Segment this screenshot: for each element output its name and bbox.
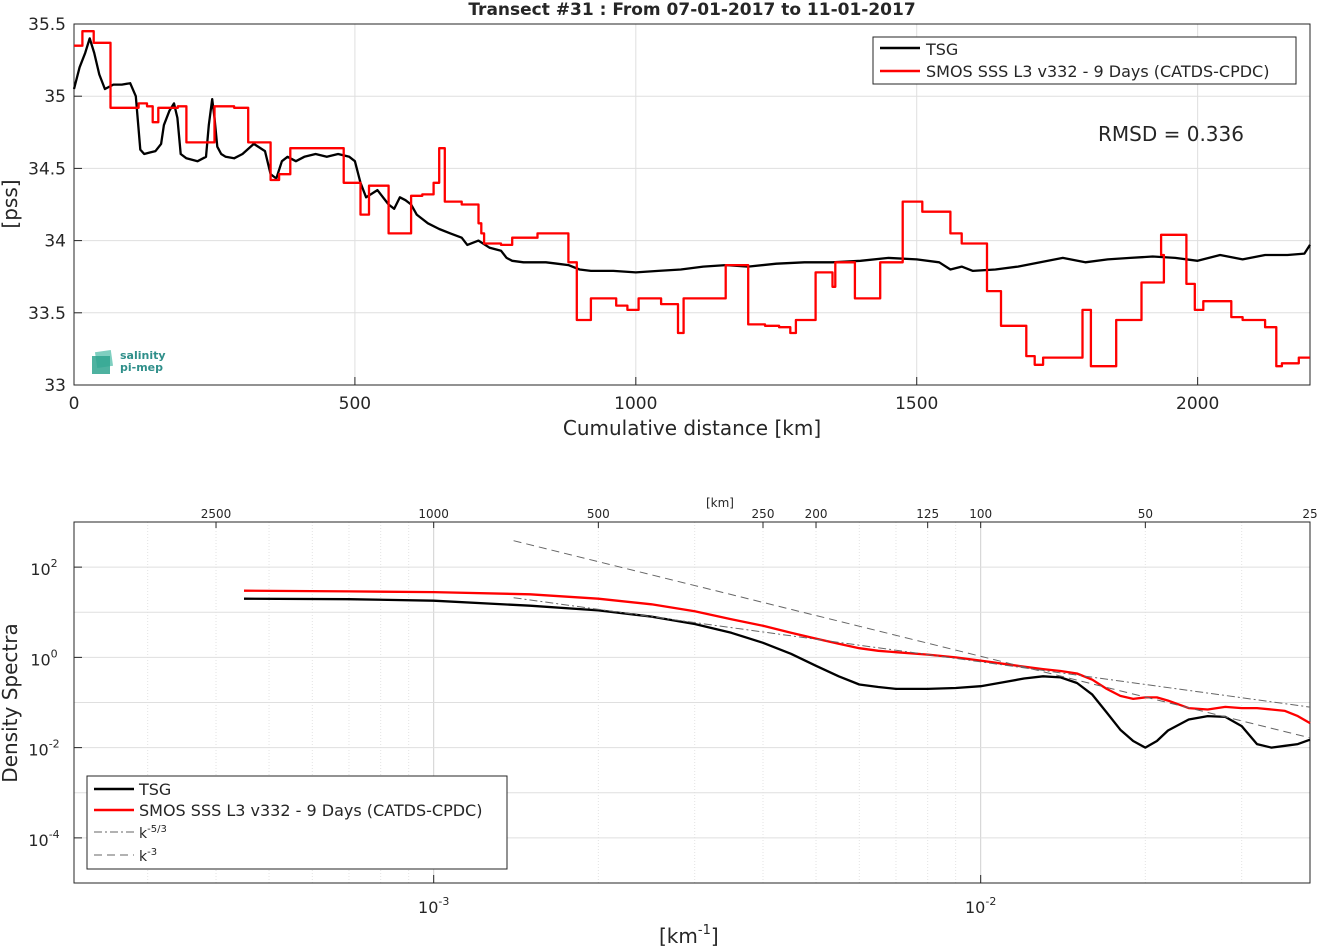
bottom-y-axis-label: Density Spectra (0, 623, 22, 782)
top-y-tick-label: 34.5 (28, 159, 66, 179)
top-x-tick-label: 500 (339, 394, 371, 414)
logo-icon-front (92, 356, 110, 374)
top-series-group (72, 30, 1311, 368)
bottom-y-tick-label: 102 (30, 557, 57, 579)
bottom-x-tick-label: 10-3 (418, 895, 449, 917)
tsg-spectrum-line (243, 597, 1311, 749)
tsg-series-line (72, 37, 1311, 274)
logo-line1: salinity (120, 349, 166, 362)
bottom-x-axis-label: [km-1] (659, 923, 719, 948)
svg-text:[km-1]: [km-1] (659, 923, 719, 948)
smos-series-line (74, 30, 1310, 368)
bottom-top-tick-label: 250 (752, 507, 775, 521)
chart-title: Transect #31 : From 07-01-2017 to 11-01-… (468, 0, 915, 20)
legend-label-tsg: TSG (925, 40, 958, 59)
bottom-top-tick-label: 50 (1138, 507, 1153, 521)
bottom-top-tick-label: 25 (1302, 507, 1317, 521)
top-chart: Transect #31 : From 07-01-2017 to 11-01-… (0, 0, 1311, 440)
rmsd-annotation: RMSD = 0.336 (1098, 122, 1244, 146)
legend-label-tsg-spectrum: TSG (138, 780, 171, 799)
top-y-tick-label: 34 (44, 232, 66, 252)
top-x-axis: 0 500 1000 1500 2000 (69, 377, 1219, 414)
top-y-tick-label: 33.5 (28, 304, 66, 324)
bottom-x-tick-label: 10-2 (965, 895, 996, 917)
bottom-top-tick-label: 2500 (201, 507, 232, 521)
top-x-tick-label: 0 (69, 394, 80, 414)
top-x-tick-label: 1500 (895, 394, 938, 414)
salinity-pi-mep-logo: salinity pi-mep (92, 349, 166, 374)
bottom-legend-box (86, 775, 508, 870)
bottom-top-tick-label: 200 (805, 507, 828, 521)
bottom-top-tick-label: 125 (916, 507, 939, 521)
bottom-series-group (243, 540, 1311, 749)
bottom-top-tick-label: 500 (587, 507, 610, 521)
top-x-tick-label: 1000 (614, 394, 657, 414)
top-plot-frame (73, 23, 1311, 386)
bottom-top-tick-label: 100 (969, 507, 992, 521)
top-y-tick-label: 35.5 (28, 15, 66, 35)
bottom-plot-frame (73, 521, 1311, 884)
legend-label-smos-spectrum: SMOS SSS L3 v332 - 9 Days (CATDS-CPDC) (139, 801, 482, 820)
bottom-top-axis-label: [km] (706, 496, 734, 510)
top-y-axis: 33 33.5 34 34.5 35 35.5 (28, 15, 82, 396)
bottom-top-tick-label: 1000 (418, 507, 449, 521)
x-axis-label: Cumulative distance [km] (563, 416, 821, 440)
legend-label-smos: SMOS SSS L3 v332 - 9 Days (CATDS-CPDC) (926, 62, 1269, 81)
bottom-x-axis: 10-3 10-2 (418, 875, 996, 917)
bottom-y-tick-label: 10-4 (28, 828, 59, 850)
k-five-thirds-line (513, 597, 1311, 708)
bottom-y-tick-label: 10-2 (28, 738, 59, 760)
k-minus-three-line (513, 540, 1311, 739)
bottom-legend: TSG SMOS SSS L3 v332 - 9 Days (CATDS-CPD… (86, 775, 508, 870)
top-y-tick-label: 35 (44, 87, 66, 107)
bottom-top-axis: 2500 1000 500 250 200 125 100 50 25 (201, 507, 1317, 528)
top-legend-box (872, 36, 1297, 85)
top-legend: TSG SMOS SSS L3 v332 - 9 Days (CATDS-CPD… (872, 36, 1297, 85)
logo-line2: pi-mep (120, 361, 163, 374)
top-x-tick-label: 2000 (1176, 394, 1219, 414)
y-axis-label: [pss] (0, 179, 22, 228)
bottom-y-tick-label: 100 (30, 647, 57, 669)
bottom-chart: 10-3 10-2 102 100 10-2 10-4 2500 1000 500 250 20… (0, 496, 1317, 948)
top-y-tick-label: 33 (44, 376, 66, 396)
